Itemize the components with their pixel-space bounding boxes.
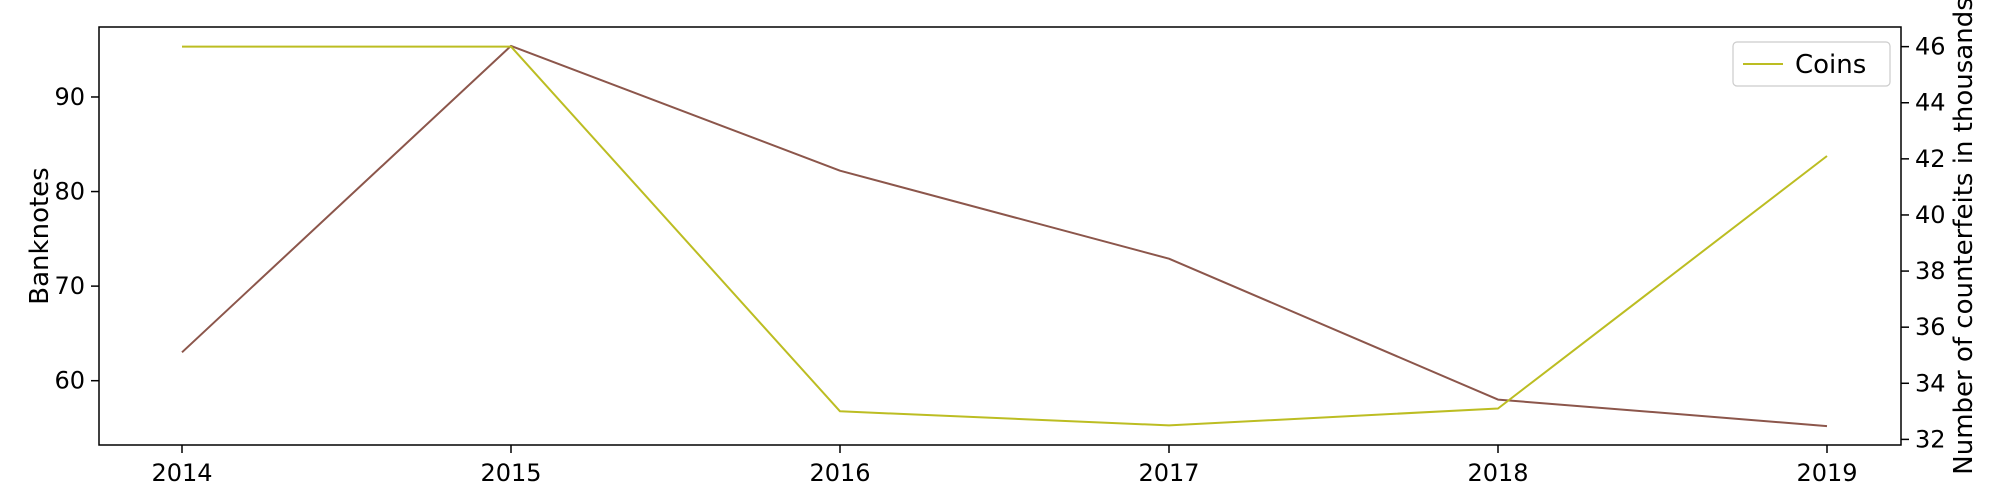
y-left-tick-label: 60 (54, 367, 85, 395)
y-right-axis-title: Number of counterfeits in thousands (1949, 0, 1979, 475)
x-tick-label: 2019 (1796, 459, 1857, 487)
y-left-tick-label: 80 (54, 178, 85, 206)
legend-box (1732, 41, 1891, 87)
axes-layer (91, 45, 1909, 453)
series-layer (181, 44, 1828, 428)
labels-layer: 2014 2015 2016 2017 2018 2019 60 70 80 90 32 34 36 38… (25, 0, 1979, 487)
y-left-axis-title: Banknotes (25, 167, 55, 304)
x-tick-label: 2018 (1467, 459, 1528, 487)
legend: Coins (1732, 41, 1891, 87)
y-right-tick-label: 42 (1915, 145, 1946, 173)
x-tick-label: 2015 (480, 459, 541, 487)
y-left-tick-label: 90 (54, 83, 85, 111)
x-tick-label: 2016 (809, 459, 870, 487)
y-right-tick-label: 46 (1915, 33, 1946, 61)
y-right-tick-label: 44 (1915, 89, 1946, 117)
y-right-tick-label: 40 (1915, 201, 1946, 229)
x-tick-label: 2017 (1138, 459, 1199, 487)
y-left-tick-label: 70 (54, 272, 85, 300)
y-right-tick-label: 32 (1915, 425, 1946, 453)
y-right-tick-label: 34 (1915, 369, 1946, 397)
series-line-0 (181, 44, 1828, 428)
y-right-tick-label: 36 (1915, 313, 1946, 341)
y-right-tick-label: 38 (1915, 257, 1946, 285)
legend-label-coins: Coins (1795, 50, 1866, 80)
plot-frame (98, 26, 1902, 446)
series-line-1 (182, 45, 1828, 427)
x-tick-label: 2014 (151, 459, 212, 487)
